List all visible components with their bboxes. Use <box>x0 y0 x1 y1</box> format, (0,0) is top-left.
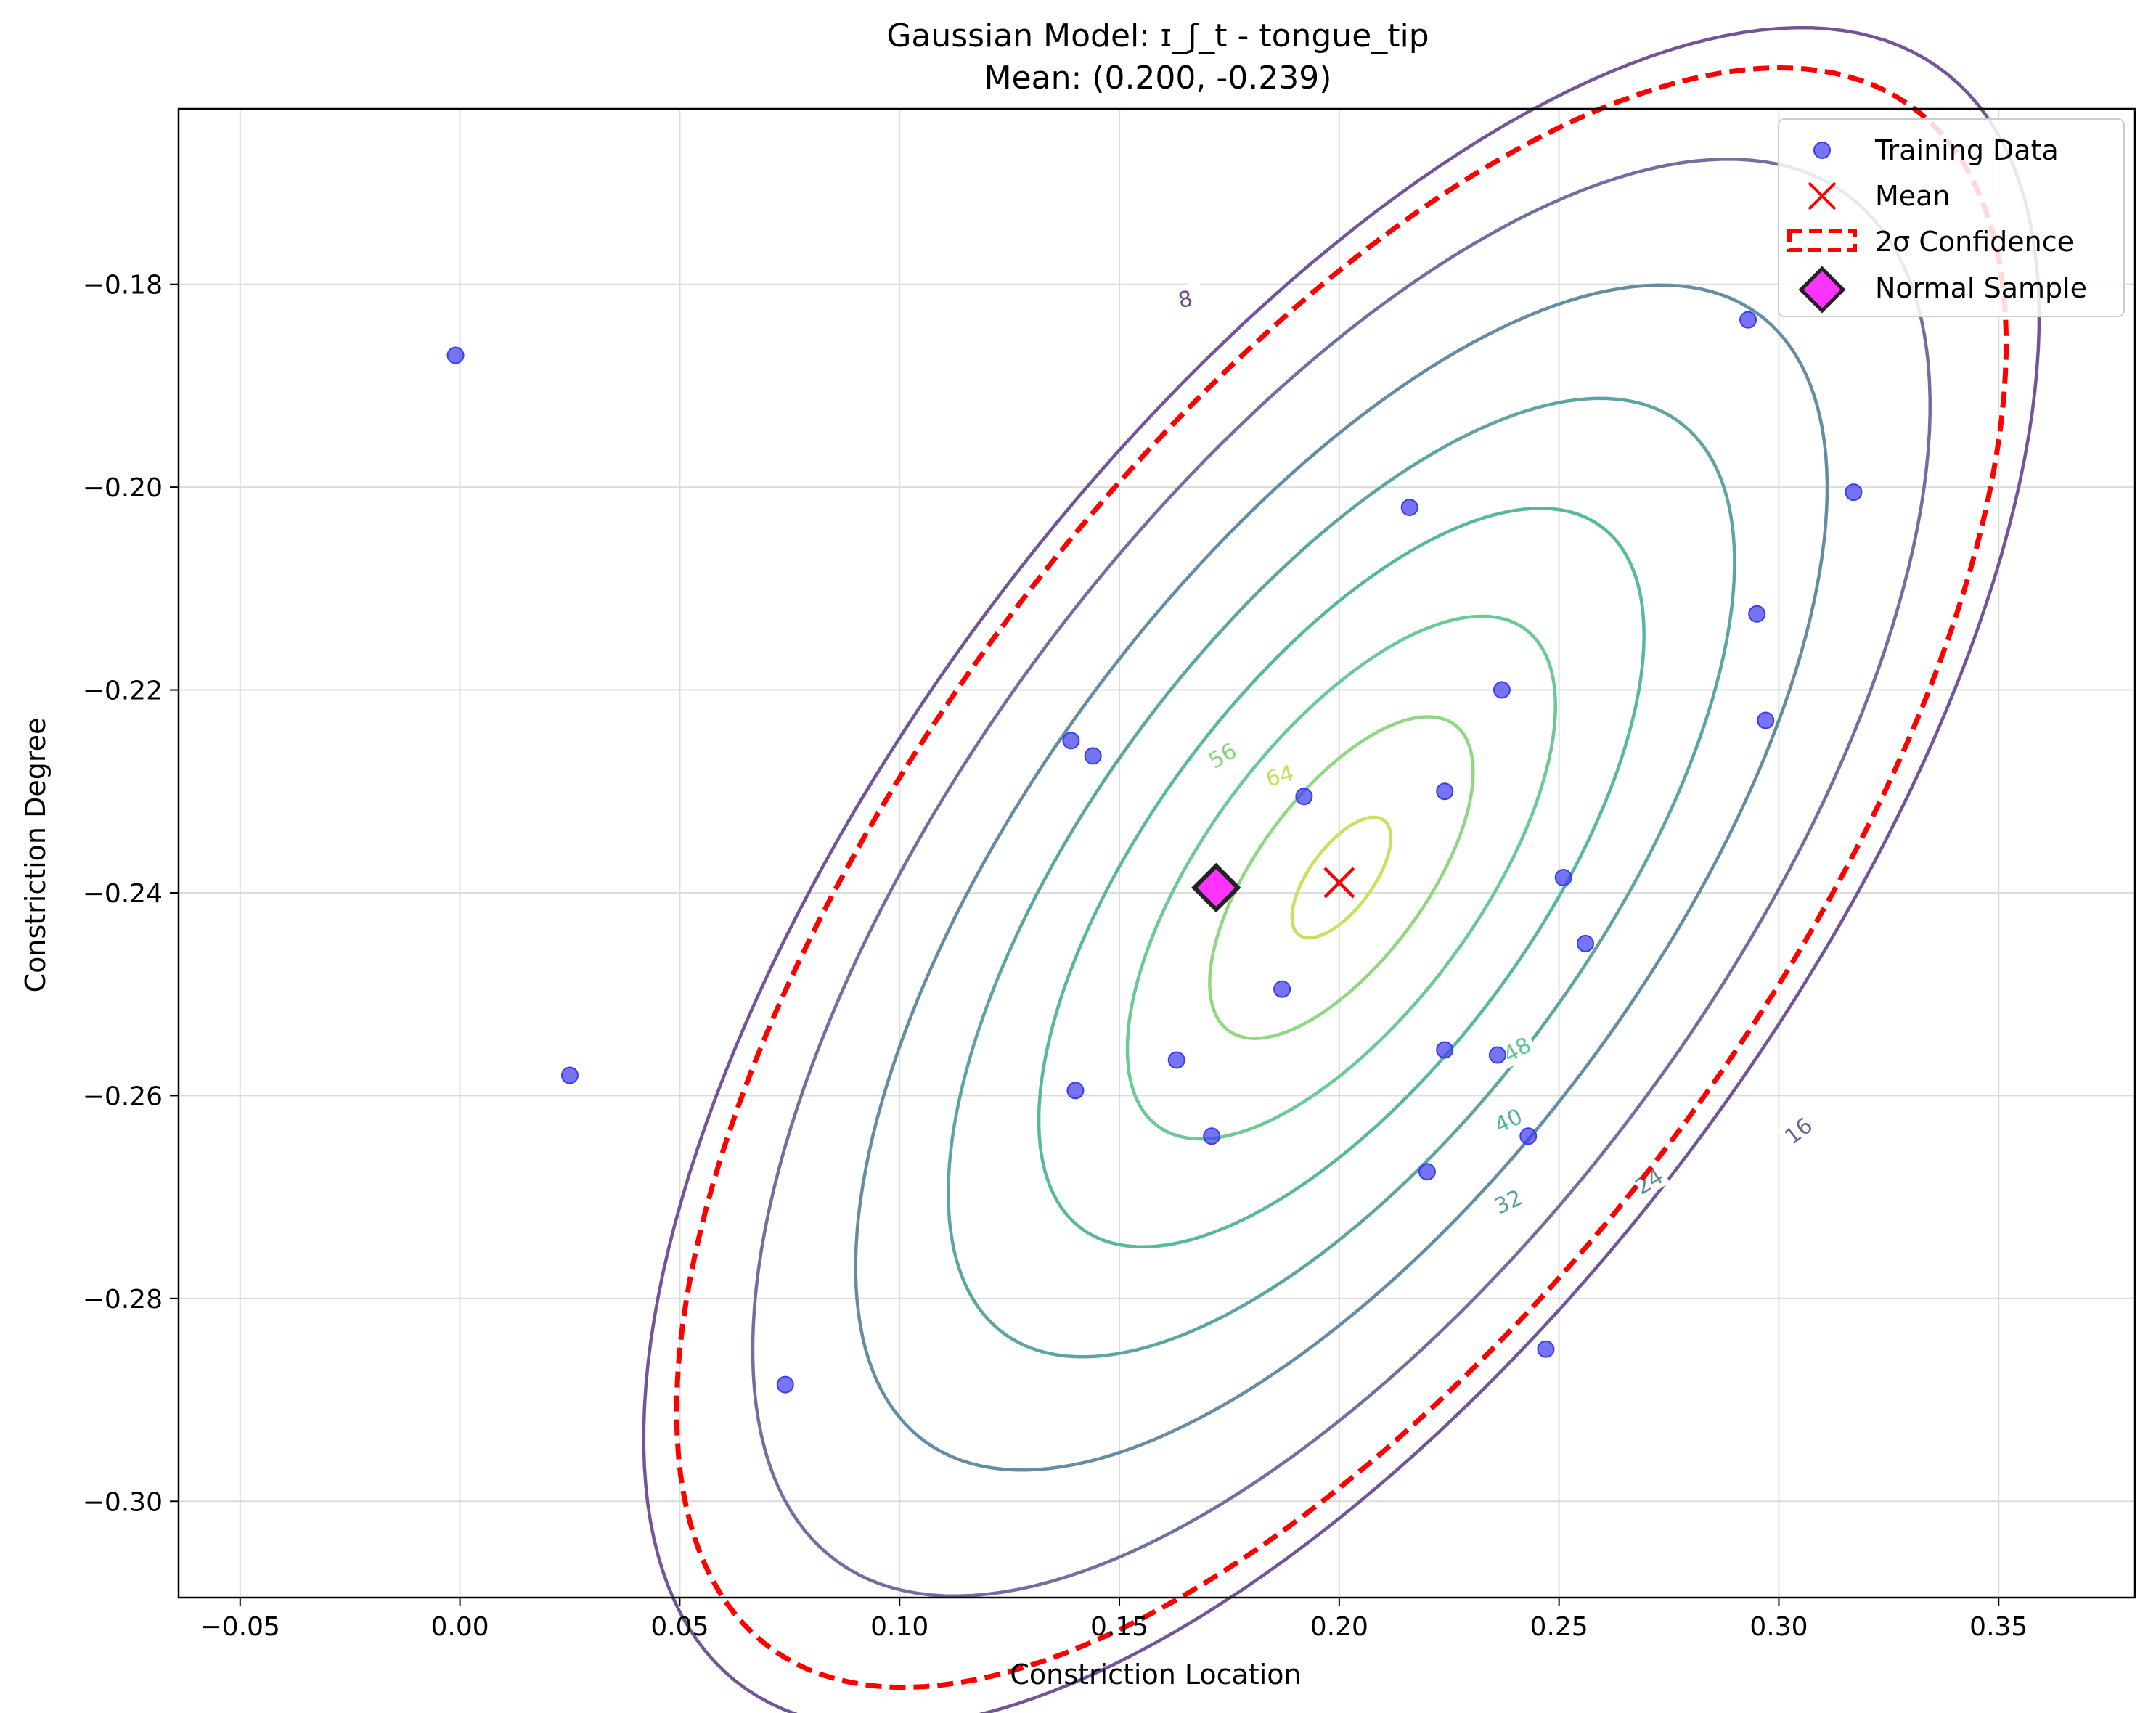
x-tick-label: 0.25 <box>1530 1612 1588 1642</box>
contour-line-56 <box>1208 715 1475 1040</box>
legend-training-label: Training Data <box>1874 134 2059 166</box>
legend-box <box>1778 118 2125 317</box>
training-point <box>1167 1051 1185 1069</box>
training-point <box>1488 1046 1506 1064</box>
x-tick-label: 0.00 <box>431 1612 489 1642</box>
x-tick-label: 0.05 <box>650 1612 709 1642</box>
training-point <box>1537 1340 1555 1358</box>
training-point <box>446 346 465 364</box>
contour-label-bg <box>1495 1029 1538 1069</box>
training-point <box>1203 1127 1221 1145</box>
contour-line-24 <box>854 283 1829 1472</box>
training-points <box>446 311 1863 1394</box>
contour-line-32 <box>947 396 1736 1359</box>
training-point <box>1554 869 1572 887</box>
y-tick-label: −0.28 <box>83 1285 163 1315</box>
legend-sample-label: Normal Sample <box>1875 272 2087 304</box>
training-point <box>1748 605 1766 623</box>
training-point <box>1576 934 1594 952</box>
y-tick-label: −0.18 <box>83 271 163 301</box>
contour-line-8 <box>642 25 2041 1713</box>
x-tick-label: 0.20 <box>1310 1612 1368 1642</box>
mean-marker-layer <box>1323 867 1355 899</box>
confidence-ellipse <box>674 65 2009 1690</box>
training-point <box>776 1375 794 1394</box>
training-point <box>1273 980 1291 998</box>
training-point <box>1757 711 1775 729</box>
contour-line-64 <box>1290 815 1393 940</box>
contour-label-bg <box>1626 1160 1670 1201</box>
y-tick-label: −0.30 <box>83 1487 163 1517</box>
training-point <box>1066 1082 1085 1100</box>
plot-frame <box>177 107 2136 1599</box>
x-tick-label: 0.30 <box>1749 1612 1808 1642</box>
training-point <box>1845 483 1863 502</box>
y-tick-label: −0.20 <box>83 473 163 503</box>
y-tick-label: −0.24 <box>83 879 163 909</box>
contour-label-bg <box>1259 757 1300 792</box>
x-tick-label: 0.15 <box>1090 1612 1148 1642</box>
training-point <box>561 1066 579 1084</box>
mean-marker-stroke <box>1323 867 1355 899</box>
training-point <box>1418 1163 1436 1181</box>
chart-subtitle: Mean: (0.200, -0.239) <box>984 60 1332 97</box>
x-tick-label: 0.10 <box>870 1612 928 1642</box>
legend-confidence-marker <box>1787 229 1857 252</box>
contour-label-bg <box>1486 1181 1530 1220</box>
x-tick-label: −0.05 <box>200 1612 280 1642</box>
training-point <box>1062 732 1080 750</box>
legend-mean-label: Mean <box>1875 180 1951 212</box>
contour-label-bg <box>1486 1100 1530 1139</box>
x-tick-label: 0.35 <box>1969 1612 2028 1642</box>
normal-sample-layer <box>1191 862 1241 913</box>
training-point <box>1493 681 1511 699</box>
training-point <box>1436 782 1454 801</box>
contour-line-48 <box>1125 614 1557 1141</box>
contour-label-bg <box>1776 1108 1820 1151</box>
training-point <box>1295 788 1313 806</box>
training-point <box>1739 311 1757 329</box>
contour-label-bg <box>1200 735 1244 775</box>
x-axis-ticks: −0.05 0.00 0.05 0.10 0.15 0.20 0.25 0.30 0.35 <box>200 1598 2028 1642</box>
y-axis-ticks: −0.18 −0.20 −0.22 −0.24 −0.26 −0.28 −0.30 <box>83 271 179 1517</box>
legend-training-marker <box>1813 142 1831 159</box>
confidence-ellipse-layer <box>674 65 2009 1690</box>
chart-title: Gaussian Model: ɪ_ʃ_t - tongue_tip <box>886 17 1429 54</box>
legend-mean-marker <box>1808 181 1837 210</box>
y-axis-label: Constriction Degree <box>20 718 52 993</box>
training-point <box>1519 1127 1538 1145</box>
y-tick-label: −0.22 <box>83 676 163 706</box>
training-point <box>1436 1041 1454 1059</box>
x-axis-label: Constriction Location <box>1010 1659 1301 1690</box>
mean-marker <box>1323 867 1355 899</box>
contour-line-40 <box>1037 507 1646 1248</box>
training-point <box>1084 747 1102 765</box>
training-point <box>1400 499 1418 517</box>
legend-confidence-label: 2σ Confidence <box>1875 226 2074 258</box>
legend-sample-marker <box>1798 266 1846 314</box>
normal-sample-marker <box>1191 862 1241 913</box>
y-tick-label: −0.26 <box>83 1082 163 1111</box>
contour-label-bg <box>1165 282 1205 315</box>
contour-line-16 <box>751 158 1932 1598</box>
legend: Training Data Mean 2σ Confidence Normal … <box>1778 118 2125 317</box>
